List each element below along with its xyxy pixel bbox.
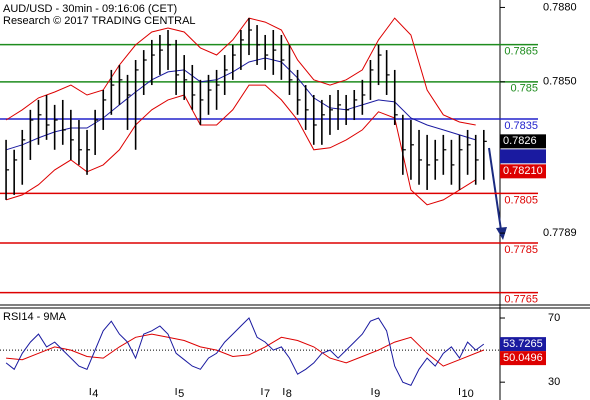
y-tick-label: 0.7880	[543, 1, 577, 13]
level-label: 0.785	[510, 83, 538, 95]
price-tag	[500, 164, 546, 179]
price-tag-label: 0.78210	[503, 165, 543, 177]
x-tick-label: 10	[462, 388, 474, 400]
upper-band	[5, 17, 476, 126]
level-label: 0.7835	[504, 120, 538, 132]
x-tick-label: 5	[178, 388, 184, 400]
rsi-line	[5, 317, 485, 387]
chart-title: AUD/USD - 30min - 09:16:06 (CET)	[3, 3, 177, 15]
price-tag	[500, 337, 546, 352]
ma-line	[6, 333, 484, 367]
level-label: 0.7805	[504, 194, 538, 206]
chart-subtitle: Research © 2017 TRADING CENTRAL	[3, 15, 196, 27]
x-tick-label: 4	[92, 388, 98, 400]
y-tick-label: 0.7850	[543, 76, 577, 88]
price-tag	[500, 149, 546, 164]
rsi-title: RSI14 - 9MA	[3, 311, 67, 323]
y-tick-label: 30	[548, 376, 560, 388]
price-tag-label: 53.7265	[503, 338, 543, 350]
level-label: 0.7865	[504, 46, 538, 58]
x-tick-label: 7	[264, 388, 270, 400]
y-tick-label: 70	[548, 312, 560, 324]
y-tick-label: 0.7789	[543, 227, 577, 239]
level-label: 0.7765	[504, 294, 538, 306]
x-tick-label: 8	[286, 388, 292, 400]
lower-band	[5, 84, 476, 206]
level-label: 0.7785	[504, 244, 538, 256]
x-tick-label: 9	[374, 388, 380, 400]
price-tag-label: 50.0496	[503, 352, 543, 364]
price-tag-label: 0.7826	[503, 135, 537, 147]
price-tag	[500, 351, 546, 366]
price-tag	[500, 134, 546, 149]
